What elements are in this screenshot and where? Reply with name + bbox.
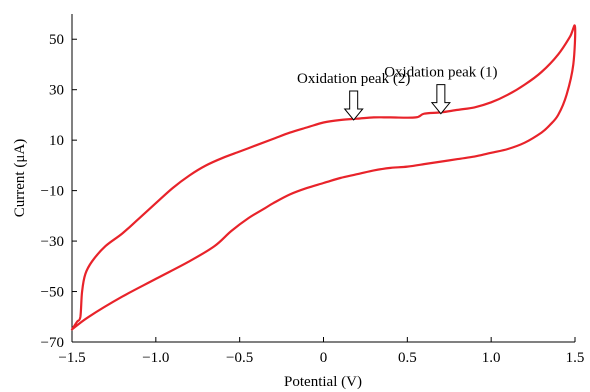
y-tick-label: −50 bbox=[41, 285, 64, 301]
annotation-label: Oxidation peak (2) bbox=[297, 71, 410, 87]
x-tick-label: 1.0 bbox=[482, 350, 501, 366]
y-tick-label: 30 bbox=[49, 83, 64, 99]
y-tick-label: −70 bbox=[41, 335, 64, 351]
y-axis-ticks: −70 −50 −30 −10 10 30 50 bbox=[41, 32, 77, 351]
x-axis-title: Potential (V) bbox=[284, 374, 362, 390]
x-tick-label: −1.5 bbox=[58, 350, 85, 366]
x-tick-label: −0.5 bbox=[226, 350, 253, 366]
annotation-arrow-icon bbox=[343, 90, 364, 121]
series-layer bbox=[70, 24, 577, 331]
annotation-2: Oxidation peak (2) bbox=[297, 71, 410, 121]
x-tick-label: 0.5 bbox=[398, 350, 417, 366]
x-axis-ticks: −1.5 −1.0 −0.5 0 0.5 1.0 1.5 bbox=[58, 337, 584, 366]
x-tick-label: 0 bbox=[320, 350, 328, 366]
y-tick-label: 10 bbox=[49, 133, 64, 149]
y-axis-title: Current (μA) bbox=[12, 139, 28, 217]
x-tick-label: 1.5 bbox=[566, 350, 585, 366]
cv-curve bbox=[70, 24, 577, 331]
annotation-arrow-icon bbox=[430, 84, 451, 115]
y-tick-label: −30 bbox=[41, 234, 64, 250]
annotation-layer: Oxidation peak (1)Oxidation peak (2) bbox=[297, 65, 498, 121]
annotation-1: Oxidation peak (1) bbox=[384, 65, 498, 115]
y-tick-label: 50 bbox=[49, 32, 64, 48]
x-tick-label: −1.0 bbox=[142, 350, 169, 366]
annotation-label: Oxidation peak (1) bbox=[384, 65, 497, 81]
y-tick-label: −10 bbox=[41, 184, 64, 200]
